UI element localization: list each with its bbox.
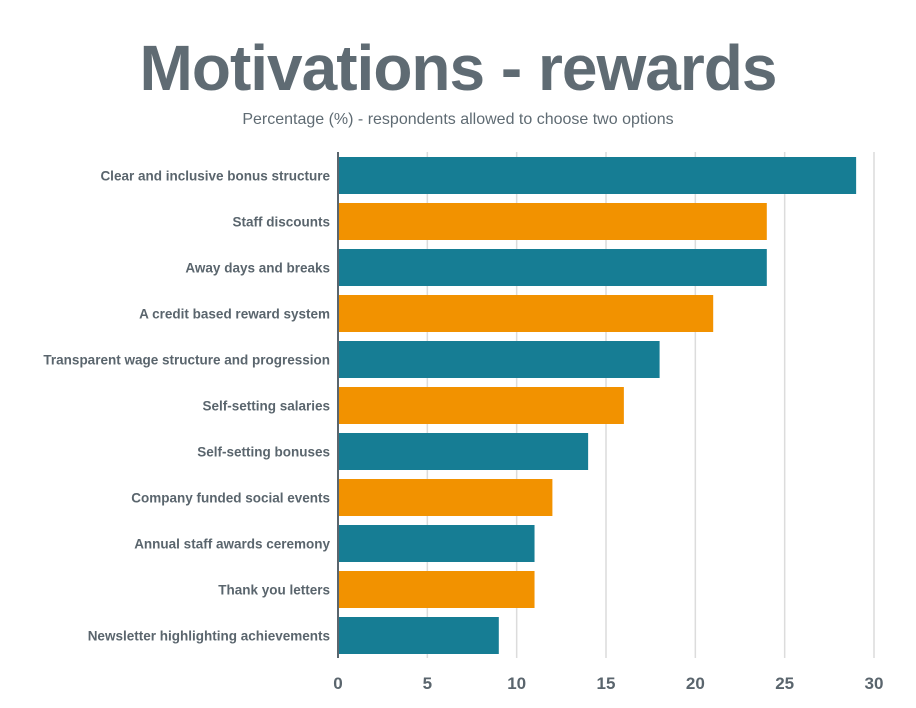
bar <box>339 479 553 516</box>
category-label: Staff discounts <box>232 215 330 230</box>
category-label: Clear and inclusive bonus structure <box>100 169 330 184</box>
bar <box>339 617 499 654</box>
x-tick-label: 0 <box>333 674 342 693</box>
category-label: Thank you letters <box>218 583 330 598</box>
chart-subtitle: Percentage (%) - respondents allowed to … <box>242 111 674 128</box>
category-labels: Clear and inclusive bonus structure Staff… <box>43 169 330 644</box>
category-label: Self-setting bonuses <box>197 445 330 460</box>
category-label: A credit based reward system <box>139 307 330 322</box>
bar <box>339 525 535 562</box>
x-tick-label: 25 <box>775 674 794 693</box>
bar <box>339 249 767 286</box>
bar <box>339 433 589 470</box>
x-tick-label: 10 <box>507 674 526 693</box>
category-label: Annual staff awards ceremony <box>134 537 330 552</box>
bar <box>339 341 660 378</box>
category-label: Away days and breaks <box>185 261 330 276</box>
x-tick-label: 30 <box>865 674 884 693</box>
x-tick-label: 20 <box>686 674 705 693</box>
x-tick-labels: 0 5 10 15 20 25 30 <box>333 674 883 693</box>
x-tick-label: 5 <box>423 674 432 693</box>
bars <box>339 157 857 654</box>
category-label: Company funded social events <box>131 491 330 506</box>
category-label: Self-setting salaries <box>202 399 330 414</box>
category-label: Newsletter highlighting achievements <box>88 629 330 644</box>
bar <box>339 387 624 424</box>
bar <box>339 571 535 608</box>
bar <box>339 295 714 332</box>
chart-title: Motivations - rewards <box>139 32 778 104</box>
bar <box>339 203 767 240</box>
bar <box>339 157 857 194</box>
x-tick-label: 15 <box>597 674 616 693</box>
category-label: Transparent wage structure and progressi… <box>43 353 330 368</box>
